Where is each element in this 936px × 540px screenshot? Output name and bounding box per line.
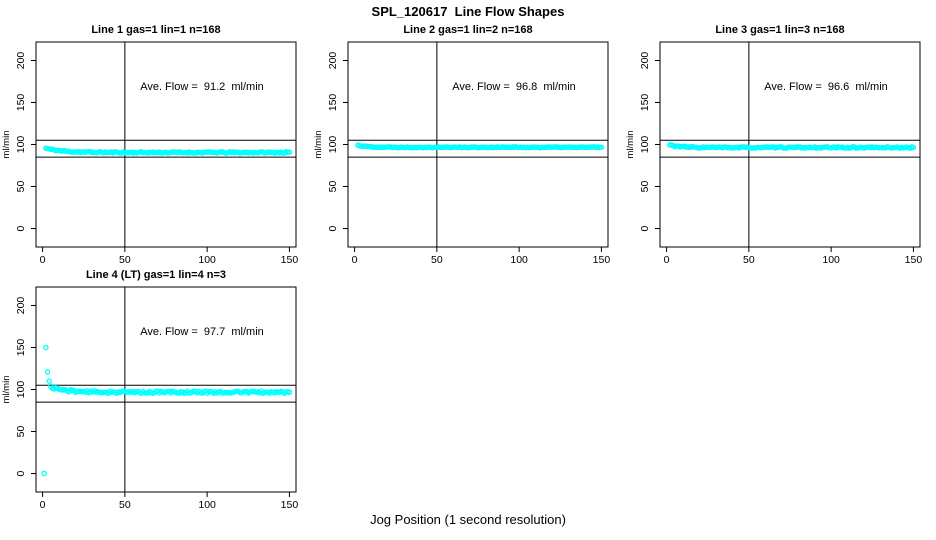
x-tick-label: 50 [119, 254, 131, 265]
y-tick-label: 100 [327, 136, 339, 154]
data-point [598, 144, 605, 150]
data-points [355, 142, 605, 151]
data-points [41, 344, 293, 477]
avg-flow-annotation: Ave. Flow = 97.7 ml/min [140, 326, 264, 338]
plot-box [659, 41, 921, 248]
data-point [43, 344, 49, 351]
data-point [44, 369, 51, 375]
y-tick-label: 150 [15, 339, 27, 357]
x-tick-label: 0 [664, 254, 670, 265]
panel-title: Line 2 gas=1 lin=2 n=168 [403, 24, 533, 36]
plot-box [35, 286, 297, 493]
panel-line-3: Line 3 gas=1 lin=3 n=168 ml/min 200 150 100… [624, 20, 936, 265]
y-axis-label: ml/min [1, 131, 12, 159]
data-point [910, 144, 917, 151]
data-point [41, 470, 47, 477]
panel-plot-svg: ml/min 200 150 100 50 0 150 100 50 0 Ave. Flow = … [1, 41, 299, 265]
y-tick-label: 150 [639, 94, 651, 112]
y-tick-label: 200 [327, 52, 339, 70]
y-axis-label: ml/min [313, 131, 324, 159]
y-tick-label: 50 [327, 181, 339, 193]
panel-plot-svg: ml/min 200 150 100 50 0 150 100 50 0 Ave. Flow = … [313, 41, 611, 265]
avg-flow-annotation: Ave. Flow = 96.8 ml/min [452, 81, 576, 93]
data-points [667, 142, 917, 151]
avg-flow-annotation: Ave. Flow = 91.2 ml/min [140, 81, 264, 93]
y-tick-label: 0 [639, 225, 651, 231]
y-tick-label: 200 [639, 52, 651, 70]
panel-line-2: Line 2 gas=1 lin=2 n=168 ml/min 200 150 100… [312, 20, 624, 265]
x-tick-label: 50 [743, 254, 755, 265]
y-tick-label: 0 [15, 470, 27, 476]
y-tick-label: 150 [327, 94, 339, 112]
plot-box [35, 41, 297, 248]
y-tick-label: 100 [15, 136, 27, 154]
x-tick-label: 50 [431, 254, 443, 265]
x-axis-label: Jog Position (1 second resolution) [370, 512, 566, 527]
panel-plot-svg: ml/min 200 150 100 50 0 150 100 50 0 Ave. Flow = … [1, 286, 299, 510]
x-tick-label: 100 [198, 254, 216, 265]
x-tick-label: 150 [281, 499, 299, 510]
avg-flow-annotation: Ave. Flow = 96.6 ml/min [764, 81, 888, 93]
panel-title: Line 1 gas=1 lin=1 n=168 [91, 24, 221, 36]
x-tick-label: 150 [281, 254, 299, 265]
x-tick-label: 0 [40, 499, 46, 510]
y-tick-label: 50 [15, 426, 27, 438]
plot-box [347, 41, 609, 248]
panel-line-1: Line 1 gas=1 lin=1 n=168 ml/min 200 150 100… [0, 20, 312, 265]
y-tick-label: 150 [15, 94, 27, 112]
data-points [43, 145, 293, 156]
y-tick-label: 50 [639, 181, 651, 193]
y-tick-label: 0 [15, 225, 27, 231]
panel-plot-svg: ml/min 200 150 100 50 0 150 100 50 0 Ave. Flow = … [625, 41, 923, 265]
panel-title: Line 3 gas=1 lin=3 n=168 [715, 24, 845, 36]
x-tick-label: 150 [905, 254, 923, 265]
y-tick-label: 0 [327, 225, 339, 231]
data-point [286, 389, 293, 396]
y-tick-label: 200 [15, 52, 27, 70]
x-tick-label: 100 [510, 254, 528, 265]
y-tick-label: 200 [15, 297, 27, 315]
panel-line-4-lt: Line 4 (LT) gas=1 lin=4 n=3 ml/min 200 150… [0, 265, 312, 510]
x-tick-label: 100 [822, 254, 840, 265]
x-tick-label: 50 [119, 499, 131, 510]
y-axis-label: ml/min [625, 131, 636, 159]
x-tick-label: 150 [593, 254, 611, 265]
y-tick-label: 100 [15, 381, 27, 399]
y-tick-label: 50 [15, 181, 27, 193]
y-axis-label: ml/min [1, 376, 12, 404]
panel-title: Line 4 (LT) gas=1 lin=4 n=3 [85, 269, 227, 281]
x-tick-label: 0 [40, 254, 46, 265]
data-point [46, 378, 52, 384]
y-tick-label: 100 [639, 136, 651, 154]
x-tick-label: 0 [352, 254, 358, 265]
x-tick-label: 100 [198, 499, 216, 510]
data-point [286, 149, 293, 155]
figure-title: SPL_120617 Line Flow Shapes [371, 4, 565, 19]
